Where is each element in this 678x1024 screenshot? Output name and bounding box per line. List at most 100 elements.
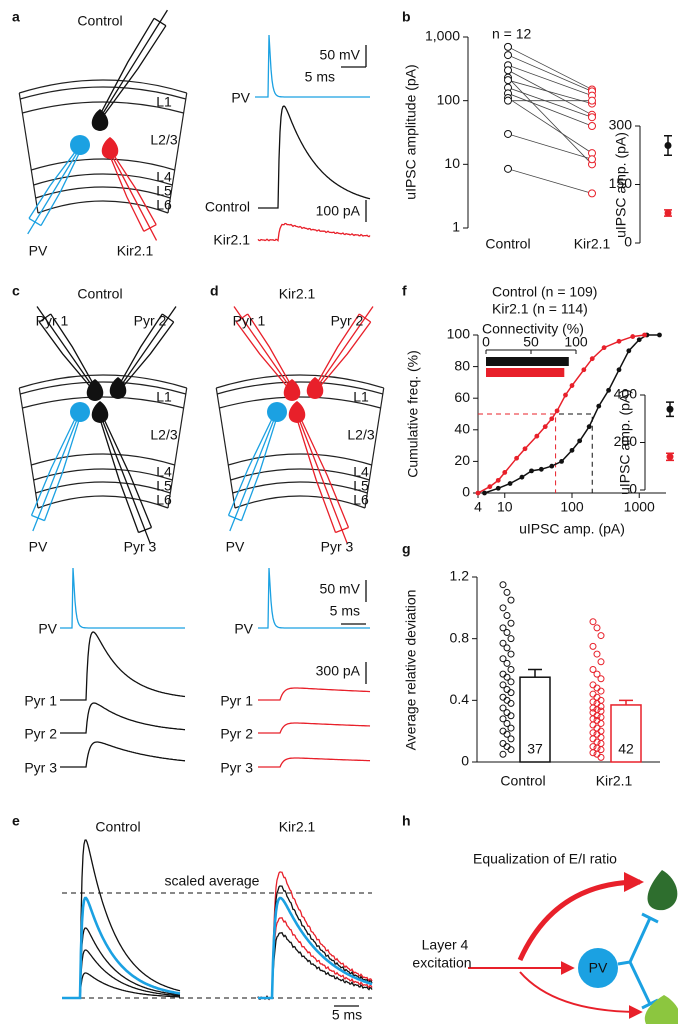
y-tick-label: 400 <box>614 386 638 402</box>
bar <box>486 368 565 377</box>
x-tick-label: 100 <box>560 499 584 515</box>
median-line <box>478 413 593 493</box>
y-tick-label: 200 <box>614 433 638 449</box>
trace <box>258 687 371 701</box>
y-tick-label: 1,000 <box>425 28 460 44</box>
cdf-point <box>554 408 560 414</box>
cdf-point <box>534 433 540 439</box>
panel-letter: e <box>12 813 20 829</box>
trace <box>258 722 371 734</box>
layer-label: L4 <box>156 464 172 480</box>
cortex-slice <box>215 374 385 509</box>
pair-line <box>507 77 593 165</box>
y-tick-label: 1 <box>452 219 460 235</box>
point <box>589 698 597 706</box>
panel-title: Control <box>77 286 122 302</box>
pipette-wire <box>233 306 290 387</box>
pyramidal-cell <box>288 401 306 423</box>
pipette-label: Pyr 2 <box>331 313 364 329</box>
point <box>597 658 605 666</box>
point <box>499 693 507 701</box>
y-tick-label: 60 <box>454 389 470 405</box>
pyramidal-cell <box>91 109 109 131</box>
point <box>503 659 511 667</box>
input-label: Layer 4 <box>422 937 469 953</box>
layer-label: L1 <box>353 389 369 405</box>
cdf-point <box>569 447 575 453</box>
point <box>589 735 597 743</box>
cdf-point <box>586 424 592 430</box>
scale-label: 5 ms <box>332 1007 362 1023</box>
point <box>503 696 511 704</box>
point <box>499 604 507 612</box>
point <box>589 715 597 723</box>
layer-label: L5 <box>156 478 172 494</box>
point <box>503 730 511 738</box>
pipette-wire <box>298 418 348 544</box>
pipette-label: Pyr 1 <box>233 313 266 329</box>
cdf-point <box>581 367 587 373</box>
mean-point <box>664 142 672 149</box>
panel-letter: b <box>402 9 411 25</box>
y-tick-label: 0.4 <box>450 691 470 707</box>
scale-label: 100 pA <box>316 203 361 219</box>
y-tick-label: 0.8 <box>450 629 470 645</box>
node-label: PV <box>589 960 608 976</box>
cdf-point <box>601 345 607 351</box>
layer-label: L6 <box>156 492 172 508</box>
point <box>507 596 515 604</box>
x-tick-label: 100 <box>564 334 588 350</box>
pair-line <box>507 46 593 90</box>
y-tick-label: 1.2 <box>450 568 470 584</box>
pipette-wire <box>32 416 79 532</box>
cdf-point <box>642 332 647 338</box>
cdf-point <box>475 490 481 496</box>
pyramidal-cell <box>86 379 104 401</box>
panel-letter: g <box>402 541 411 557</box>
point <box>503 743 511 751</box>
excitation-arrow <box>519 971 643 1019</box>
target-cell <box>644 995 678 1024</box>
point <box>589 704 597 712</box>
cortex-slice <box>18 374 188 509</box>
point <box>597 727 605 735</box>
y-axis-label: Average relative deviation <box>403 590 419 751</box>
trace-label: Pyr 2 <box>220 726 253 742</box>
pair-line <box>507 69 593 116</box>
inset-title: Connectivity (%) <box>482 321 584 337</box>
x-tick-label: 0 <box>482 334 490 350</box>
n-label: 42 <box>618 741 634 757</box>
point <box>504 129 512 138</box>
cdf-point <box>549 416 555 422</box>
pipette-label: Pyr 2 <box>134 313 167 329</box>
pipette-wire <box>229 416 276 532</box>
y-axis-label: uIPSC amp. (pA) <box>617 389 633 495</box>
point <box>499 727 507 735</box>
point <box>499 750 507 758</box>
y-tick-label: 80 <box>454 357 470 373</box>
trace-label: PV <box>231 90 250 106</box>
point <box>589 666 597 673</box>
pyramidal-cell <box>283 379 301 401</box>
layer-label: L2/3 <box>150 132 177 148</box>
trace-label: Pyr 1 <box>24 693 57 709</box>
y-tick-label: 10 <box>444 155 460 171</box>
point <box>589 749 597 757</box>
y-tick-label: 0 <box>461 753 469 769</box>
point <box>588 113 596 122</box>
cdf-point <box>519 474 525 480</box>
point <box>597 746 605 754</box>
point <box>507 619 515 627</box>
point <box>507 712 515 720</box>
point <box>503 612 511 620</box>
cdf-point <box>507 481 513 486</box>
pipette-label: Pyr 3 <box>124 539 157 555</box>
cdf-point <box>589 356 595 362</box>
cdf-point <box>522 446 528 452</box>
trace <box>258 105 371 209</box>
trace <box>62 896 181 1000</box>
point <box>593 624 601 632</box>
point <box>507 724 515 732</box>
mean-point <box>664 209 672 217</box>
pyramidal-cell <box>109 377 127 399</box>
